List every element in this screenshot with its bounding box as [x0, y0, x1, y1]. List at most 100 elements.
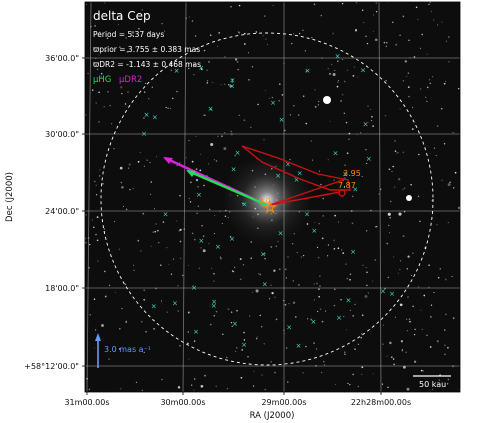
field-star-marker: × — [151, 303, 157, 311]
background-star — [384, 114, 387, 117]
background-star — [153, 327, 156, 330]
background-star — [193, 389, 195, 391]
background-star — [452, 317, 455, 320]
background-star — [289, 158, 291, 161]
background-star — [327, 159, 329, 161]
background-star — [337, 247, 340, 250]
background-star — [114, 220, 116, 222]
background-star — [287, 256, 289, 258]
background-star — [257, 103, 259, 106]
background-star — [291, 42, 293, 45]
background-star — [349, 309, 351, 311]
background-star — [362, 264, 364, 266]
background-star — [296, 251, 298, 254]
background-star — [243, 32, 246, 35]
background-star — [298, 32, 301, 35]
background-star — [179, 194, 181, 197]
background-star — [410, 275, 413, 277]
background-star — [369, 108, 371, 110]
background-star — [201, 225, 203, 227]
background-star — [139, 151, 141, 154]
background-star — [235, 350, 237, 353]
background-star — [444, 344, 446, 347]
background-star — [352, 373, 354, 376]
background-star — [192, 285, 194, 287]
field-star-marker: × — [215, 243, 221, 251]
background-star — [95, 194, 98, 196]
target-label: 0.0 — [259, 197, 270, 205]
background-star — [135, 47, 137, 49]
background-star — [222, 333, 224, 335]
proper-motion-vectors — [163, 156, 268, 207]
background-star — [88, 243, 91, 246]
field-star-marker: × — [360, 66, 366, 74]
background-star — [345, 121, 348, 124]
background-star — [116, 19, 118, 21]
background-star — [132, 34, 134, 37]
background-star — [168, 263, 170, 265]
background-star — [125, 321, 128, 323]
background-star — [371, 116, 373, 118]
background-star — [340, 100, 342, 102]
background-star — [120, 181, 123, 184]
background-star — [337, 221, 339, 223]
field-star-marker: × — [229, 77, 235, 85]
background-star — [440, 373, 442, 375]
background-star — [394, 140, 396, 142]
background-star — [95, 33, 97, 35]
background-star — [319, 308, 322, 310]
background-star — [132, 188, 134, 190]
background-star — [441, 179, 443, 182]
background-star — [252, 385, 255, 387]
background-star — [237, 68, 239, 71]
background-star — [160, 300, 163, 302]
background-star — [187, 331, 189, 333]
background-star — [197, 185, 199, 188]
field-star-markers: ××××× ×××××××××××××××××××××××××××××××××××… — [141, 52, 395, 349]
field-star-marker: × — [191, 284, 197, 292]
background-star — [169, 108, 171, 110]
background-star — [109, 104, 111, 107]
background-star — [300, 256, 302, 258]
background-star — [176, 220, 178, 222]
background-star — [243, 43, 246, 45]
background-star — [293, 105, 295, 107]
background-star — [422, 370, 424, 372]
background-star — [355, 28, 358, 32]
field-star-marker: × — [262, 281, 268, 289]
background-star — [347, 382, 349, 385]
background-star — [343, 186, 346, 188]
background-star — [341, 249, 343, 251]
background-star — [394, 316, 397, 318]
background-star — [288, 303, 290, 305]
background-star — [207, 163, 210, 165]
background-star — [98, 54, 100, 56]
background-star — [265, 38, 267, 40]
field-star-marker: × — [305, 67, 311, 75]
background-star — [203, 114, 205, 116]
background-star — [349, 278, 351, 281]
background-star — [137, 239, 140, 242]
background-star — [313, 299, 316, 301]
background-star — [243, 331, 245, 334]
background-star — [264, 89, 266, 91]
background-star — [287, 381, 289, 383]
companion-line-2 — [269, 191, 341, 206]
background-star — [229, 84, 232, 88]
background-star — [199, 169, 202, 172]
background-star — [193, 238, 196, 241]
background-star — [372, 373, 374, 375]
y-axis-ticks — [82, 57, 85, 367]
background-star — [98, 91, 100, 94]
background-star — [141, 9, 143, 11]
background-star — [195, 178, 199, 182]
background-star — [361, 175, 363, 178]
background-star — [385, 80, 387, 82]
background-star — [357, 385, 359, 388]
background-star — [96, 239, 99, 242]
background-star — [321, 237, 324, 240]
background-star — [210, 108, 212, 111]
background-star — [295, 316, 297, 318]
background-star — [305, 345, 307, 348]
background-star — [272, 4, 274, 7]
